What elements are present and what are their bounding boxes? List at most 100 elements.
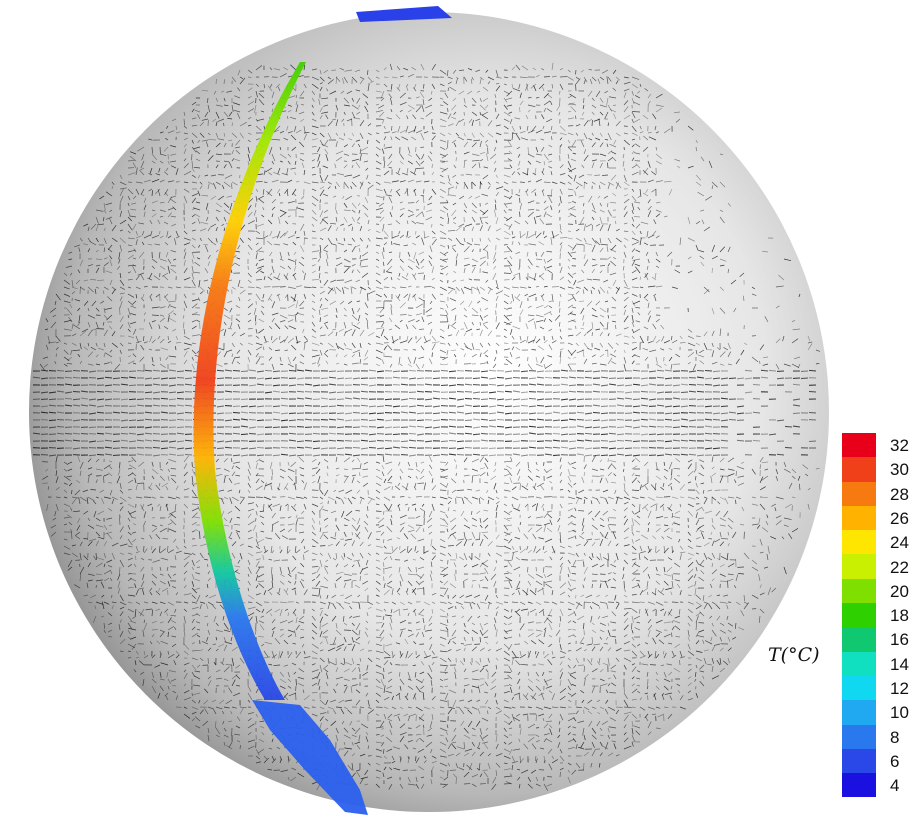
velocity-vector xyxy=(216,398,225,401)
velocity-vector xyxy=(406,188,409,197)
velocity-vector xyxy=(319,227,327,232)
velocity-vector xyxy=(393,243,401,246)
velocity-vector xyxy=(116,475,121,484)
velocity-vector xyxy=(264,369,273,372)
velocity-vector xyxy=(229,307,233,313)
velocity-vector xyxy=(128,384,137,387)
velocity-vector xyxy=(119,181,127,186)
velocity-vector xyxy=(135,239,138,246)
velocity-vector xyxy=(751,468,756,475)
velocity-vector xyxy=(326,88,329,92)
velocity-vector xyxy=(656,404,665,407)
velocity-vector xyxy=(116,265,121,270)
velocity-vector xyxy=(463,307,467,312)
velocity-vector xyxy=(455,185,458,190)
velocity-vector xyxy=(623,106,629,113)
velocity-vector xyxy=(395,172,401,176)
velocity-vector xyxy=(387,482,393,484)
velocity-vector xyxy=(612,69,617,74)
velocity-vector xyxy=(507,140,513,148)
velocity-vector xyxy=(351,342,356,349)
velocity-vector xyxy=(485,69,489,73)
velocity-vector xyxy=(584,370,593,373)
velocity-vector xyxy=(514,117,521,120)
velocity-vector xyxy=(520,391,529,394)
velocity-vector xyxy=(488,412,497,415)
velocity-vector xyxy=(612,464,617,470)
velocity-vector xyxy=(655,146,658,151)
velocity-vector xyxy=(335,353,338,358)
velocity-vector xyxy=(591,132,594,136)
velocity-vector xyxy=(616,418,625,421)
velocity-vector xyxy=(399,213,404,218)
velocity-vector xyxy=(471,209,478,214)
velocity-vector xyxy=(567,251,573,258)
velocity-vector xyxy=(169,305,177,309)
velocity-vector xyxy=(720,377,729,380)
velocity-vector xyxy=(176,404,185,407)
velocity-vector xyxy=(326,252,329,260)
velocity-vector xyxy=(494,356,497,362)
velocity-vector xyxy=(432,412,441,415)
velocity-vector xyxy=(127,314,130,319)
velocity-vector xyxy=(479,314,484,321)
velocity-vector xyxy=(223,160,230,163)
velocity-vector xyxy=(549,480,553,484)
velocity-vector xyxy=(527,104,536,108)
velocity-vector xyxy=(183,230,188,235)
velocity-vector xyxy=(792,404,801,407)
velocity-vector xyxy=(277,482,281,491)
velocity-vector xyxy=(439,216,444,220)
velocity-vector xyxy=(399,201,403,204)
velocity-vector xyxy=(482,97,489,102)
velocity-vector xyxy=(504,398,513,401)
velocity-vector xyxy=(159,338,165,344)
velocity-vector xyxy=(520,137,529,141)
velocity-vector xyxy=(255,65,263,71)
velocity-vector xyxy=(176,397,185,400)
velocity-vector xyxy=(260,270,265,274)
velocity-vector xyxy=(135,335,140,343)
velocity-vector xyxy=(407,179,415,183)
velocity-vector xyxy=(295,206,298,211)
velocity-vector xyxy=(439,279,444,283)
velocity-vector xyxy=(647,179,654,183)
velocity-vector xyxy=(495,279,499,288)
velocity-vector xyxy=(375,244,381,247)
velocity-vector xyxy=(495,132,502,136)
velocity-vector xyxy=(452,321,457,326)
velocity-vector xyxy=(273,276,281,281)
velocity-vector xyxy=(526,251,529,257)
velocity-vector xyxy=(161,482,169,488)
velocity-vector xyxy=(149,296,153,302)
velocity-vector xyxy=(207,227,211,232)
velocity-vector xyxy=(634,263,641,267)
velocity-vector xyxy=(258,328,265,334)
velocity-vector xyxy=(216,432,225,435)
velocity-vector xyxy=(544,446,553,449)
velocity-vector xyxy=(223,227,226,232)
velocity-vector xyxy=(140,297,145,302)
velocity-vector xyxy=(573,279,577,286)
velocity-vector xyxy=(48,454,57,457)
velocity-vector xyxy=(223,475,226,484)
velocity-vector xyxy=(283,67,289,71)
velocity-vector xyxy=(360,412,369,415)
velocity-vector xyxy=(343,97,350,104)
velocity-vector xyxy=(227,489,233,492)
velocity-vector xyxy=(631,477,638,484)
velocity-vector xyxy=(740,349,745,356)
velocity-vector xyxy=(650,484,657,491)
velocity-vector xyxy=(223,351,228,358)
velocity-vector xyxy=(290,296,297,302)
velocity-vector xyxy=(343,164,348,169)
velocity-vector xyxy=(660,348,665,351)
velocity-vector xyxy=(431,163,433,169)
velocity-vector xyxy=(401,276,409,281)
velocity-vector xyxy=(453,164,457,169)
velocity-vector xyxy=(364,312,369,316)
velocity-vector xyxy=(247,468,252,476)
velocity-vector xyxy=(228,139,233,142)
velocity-vector xyxy=(342,195,345,199)
velocity-vector xyxy=(727,496,735,499)
